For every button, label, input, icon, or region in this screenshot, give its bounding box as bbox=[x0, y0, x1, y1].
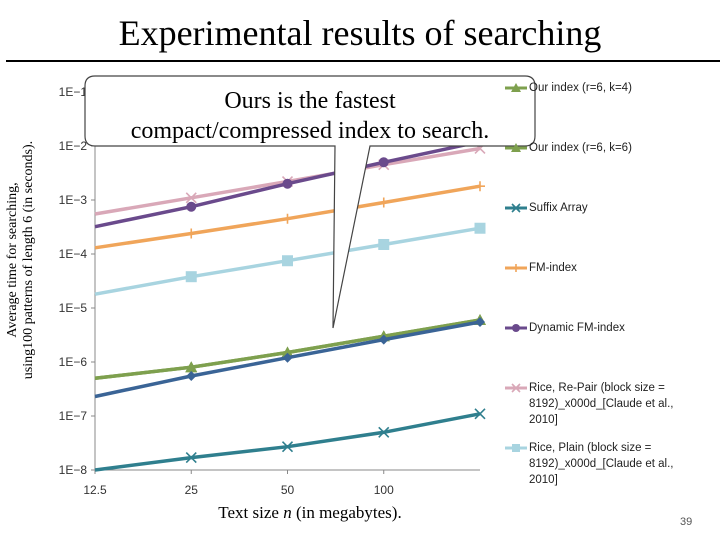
y-tick-label: 1E−6 bbox=[59, 355, 88, 369]
data-point bbox=[185, 361, 198, 373]
page-number: 39 bbox=[680, 516, 693, 528]
y-tick-label: 1E−4 bbox=[59, 247, 88, 261]
data-point bbox=[185, 192, 197, 204]
title-underline bbox=[6, 60, 720, 62]
data-point bbox=[186, 371, 197, 382]
y-tick-label: 1E−1 bbox=[59, 85, 88, 99]
data-point bbox=[511, 203, 521, 213]
legend-label: Our index (r=6, k=4) bbox=[529, 82, 632, 94]
data-point bbox=[512, 264, 520, 272]
data-point bbox=[378, 197, 389, 208]
legend-swatch bbox=[505, 324, 527, 332]
legend-swatch bbox=[505, 143, 527, 152]
data-point bbox=[378, 157, 389, 168]
data-point bbox=[186, 228, 197, 239]
x-axis-label-part2: (in megabytes). bbox=[291, 503, 402, 522]
callout-bubble bbox=[84, 75, 536, 329]
y-tick-label: 1E−5 bbox=[59, 301, 88, 315]
y-tick-label: 1E−7 bbox=[59, 409, 88, 423]
data-point bbox=[378, 334, 389, 345]
data-point bbox=[282, 178, 293, 189]
y-tick-label: 1E−2 bbox=[59, 139, 88, 153]
data-point bbox=[282, 352, 293, 363]
data-point bbox=[511, 83, 521, 92]
legend-swatch bbox=[505, 83, 527, 92]
x-tick-label: 12.5 bbox=[83, 483, 107, 497]
data-point bbox=[281, 441, 294, 453]
data-point bbox=[512, 444, 520, 452]
data-point bbox=[185, 271, 197, 283]
legend-label: FM-index bbox=[529, 262, 577, 274]
data-point bbox=[282, 213, 293, 224]
x-tick-label: 100 bbox=[374, 483, 394, 497]
data-point bbox=[185, 451, 197, 464]
x-axis-label: Text size n (in megabytes). bbox=[160, 503, 460, 523]
data-point bbox=[475, 181, 485, 192]
legend-swatch bbox=[505, 444, 527, 452]
x-tick-label: 25 bbox=[185, 483, 199, 497]
data-point bbox=[511, 143, 521, 152]
legend-swatch bbox=[505, 264, 527, 272]
legend-label: Dynamic FM-index bbox=[529, 322, 625, 334]
x-axis-label-part1: Text size bbox=[218, 503, 284, 522]
legend-swatch bbox=[505, 203, 527, 213]
data-point bbox=[282, 255, 293, 267]
y-tick-label: 1E−8 bbox=[59, 463, 88, 477]
data-point bbox=[378, 426, 390, 438]
x-axis-label-var: n bbox=[283, 503, 292, 522]
legend-label: Rice, Plain (block size = 8192)_x000d_[C… bbox=[529, 442, 674, 486]
legend-label: Rice, Re-Pair (block size = 8192)_x000d_… bbox=[529, 382, 674, 426]
callout-line1: Ours is the fastest bbox=[224, 88, 396, 114]
legend-label: Our index (r=6, k=6) bbox=[529, 142, 632, 154]
data-point bbox=[474, 408, 486, 420]
x-tick-label: 50 bbox=[281, 483, 295, 497]
data-point bbox=[511, 383, 521, 393]
series-line bbox=[94, 412, 481, 472]
data-point bbox=[186, 201, 197, 212]
legend-label: Suffix Array bbox=[529, 202, 588, 214]
data-point bbox=[281, 346, 294, 358]
data-point bbox=[474, 222, 486, 234]
data-point bbox=[475, 317, 485, 328]
slide-title: Experimental results of searching bbox=[118, 13, 602, 53]
y-tick-label: 1E−3 bbox=[59, 193, 88, 207]
callout-line2: compact/compressed index to search. bbox=[131, 118, 490, 144]
data-point bbox=[512, 324, 520, 332]
data-point bbox=[378, 238, 390, 250]
legend-swatch bbox=[505, 383, 527, 393]
